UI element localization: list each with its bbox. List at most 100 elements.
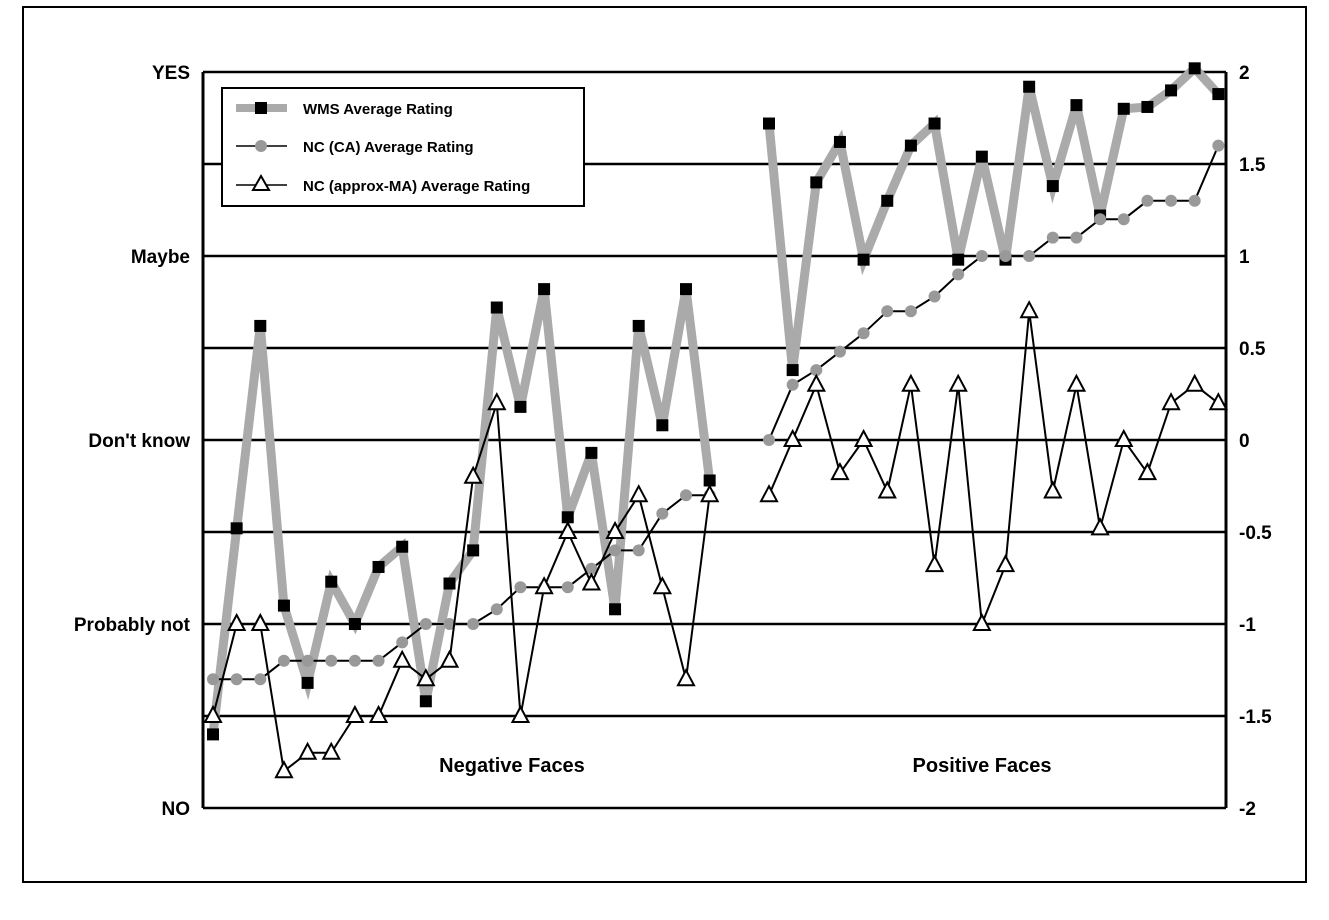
legend-marker-square (255, 102, 267, 114)
data-point-circle (975, 250, 988, 262)
data-point-square (443, 577, 456, 590)
data-point-triangle (924, 553, 945, 573)
data-point-circle (490, 603, 503, 616)
data-point-circle (1046, 231, 1059, 244)
data-point-square (1046, 180, 1059, 193)
data-point-triangle (558, 520, 578, 539)
data-point-circle (857, 327, 870, 340)
data-point-square (904, 139, 917, 152)
data-point-circle (1070, 231, 1083, 244)
data-point-circle (277, 654, 290, 667)
data-point-square (230, 522, 243, 535)
data-point-circle (609, 544, 622, 557)
data-point-circle (325, 654, 338, 667)
data-point-triangle (1161, 392, 1181, 411)
data-point-triangle (1185, 373, 1205, 392)
data-point-triangle (510, 704, 531, 723)
series-layer (203, 61, 1229, 779)
data-point-square (277, 599, 290, 612)
data-point-circle (1023, 250, 1036, 262)
data-point-triangle (1019, 300, 1039, 319)
data-point-square (680, 283, 692, 296)
data-point-square (514, 400, 527, 413)
data-point-circle (514, 581, 527, 594)
data-point-circle (419, 618, 432, 630)
data-point-triangle (1066, 373, 1087, 392)
data-point-circle (301, 654, 314, 667)
y-tick-label: -2 (1239, 799, 1256, 820)
data-point-circle (467, 618, 480, 630)
data-point-triangle (699, 484, 720, 503)
data-point-triangle (629, 484, 649, 503)
data-point-triangle (877, 480, 897, 499)
data-point-square (703, 474, 716, 487)
data-point-triangle (368, 704, 389, 723)
data-point-square (1070, 99, 1083, 112)
data-point-square (786, 364, 799, 377)
data-point-circle (1212, 139, 1225, 152)
data-point-circle (810, 364, 823, 377)
data-point-square (538, 283, 551, 296)
y-tick-label: -1.5 (1239, 707, 1272, 728)
data-point-circle (1094, 213, 1107, 226)
data-point-square (632, 319, 645, 332)
series-line (768, 311, 1219, 625)
series-line (212, 402, 711, 774)
data-point-square (1212, 88, 1225, 101)
data-point-circle (561, 581, 574, 594)
data-point-square (656, 419, 669, 432)
category-axis-labels: YES Maybe Don't know Probably not NO (74, 63, 191, 820)
category-label: Maybe (131, 247, 190, 268)
y-tick-label: 1 (1239, 247, 1250, 268)
data-point-circle (443, 618, 456, 630)
data-point-square (325, 575, 338, 588)
data-point-triangle (948, 373, 968, 392)
data-point-triangle (203, 704, 223, 723)
data-point-circle (1188, 194, 1201, 207)
data-point-triangle (487, 392, 507, 411)
data-point-triangle (806, 373, 826, 392)
data-point-square (207, 728, 219, 741)
data-point-triangle (392, 649, 412, 668)
data-point-triangle (534, 576, 554, 595)
data-point-square (490, 301, 503, 314)
data-point-triangle (250, 612, 270, 631)
data-point-triangle (995, 553, 1016, 573)
data-point-circle (928, 290, 941, 303)
data-point-circle (585, 562, 598, 575)
data-point-circle (396, 636, 409, 649)
data-point-square (301, 676, 314, 689)
data-point-circle (254, 673, 267, 686)
legend-marker-triangle (251, 173, 271, 191)
group-label-negative: Negative Faces (439, 755, 585, 777)
data-point-square (561, 511, 574, 524)
data-point-triangle (226, 612, 247, 631)
data-point-triangle (345, 704, 365, 723)
data-point-square (1117, 102, 1130, 115)
data-point-triangle (463, 465, 483, 484)
data-point-circle (881, 305, 894, 318)
data-point-triangle (652, 576, 673, 595)
legend-entry-nc-ca: NC (CA) Average Rating (236, 139, 474, 156)
category-label: NO (162, 799, 191, 820)
series-circle (207, 139, 1225, 686)
y-tick-label: 0.5 (1239, 339, 1266, 360)
data-point-circle (1165, 194, 1178, 207)
data-point-triangle (297, 741, 318, 760)
data-point-triangle (1090, 517, 1110, 536)
data-point-triangle (439, 649, 460, 668)
series-square (207, 61, 1225, 741)
legend-entry-wms: WMS Average Rating (236, 101, 453, 118)
y-tick-label: 2 (1239, 63, 1250, 84)
data-point-square (928, 117, 941, 130)
data-point-square (585, 446, 598, 459)
data-point-circle (952, 268, 965, 281)
data-point-circle (1117, 213, 1130, 226)
data-point-square (833, 135, 846, 148)
series-triangle (203, 300, 1229, 779)
data-point-triangle (605, 520, 625, 539)
data-point-circle (833, 345, 846, 358)
data-point-square (372, 560, 385, 573)
data-point-circle (656, 507, 669, 520)
